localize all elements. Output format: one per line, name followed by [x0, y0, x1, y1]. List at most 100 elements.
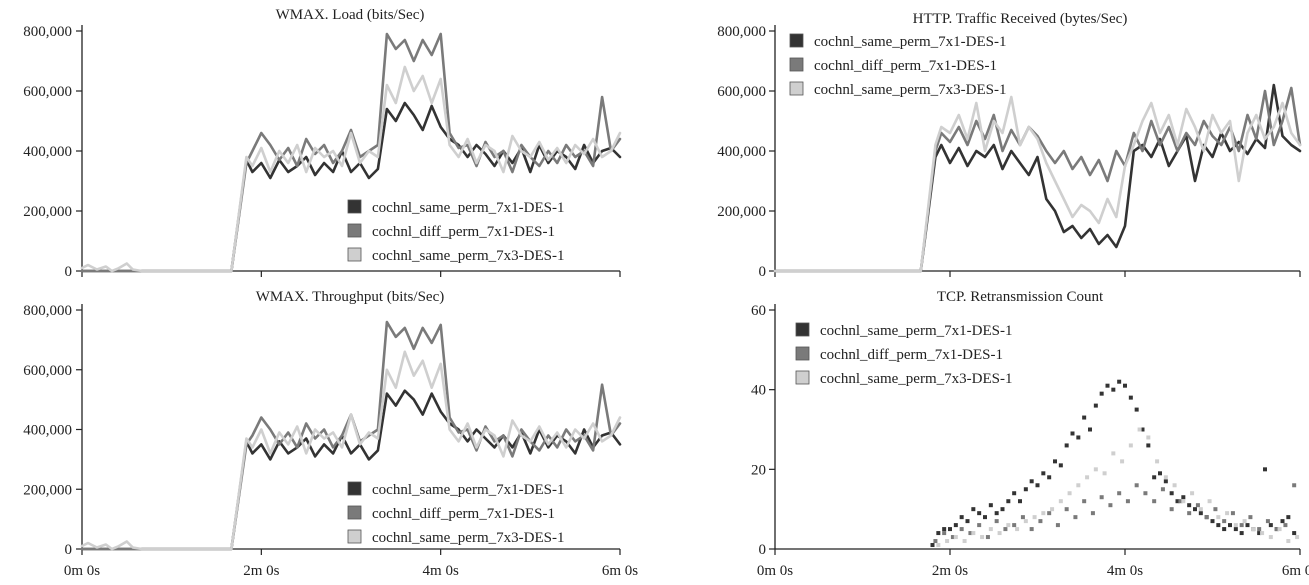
- scatter-point: [1134, 483, 1139, 488]
- y-tick-label: 60: [751, 303, 766, 319]
- scatter-point: [1265, 519, 1270, 524]
- scatter-point: [948, 527, 952, 532]
- scatter-point: [1090, 511, 1095, 516]
- legend-swatch: [347, 505, 362, 520]
- chart-title: TCP. Retransmission Count: [937, 289, 1104, 305]
- scatter-point: [1023, 487, 1028, 492]
- y-tick-label: 0: [65, 264, 73, 280]
- scatter-point: [1213, 507, 1218, 512]
- chart-tcp: TCP. Retransmission Count 0 20 40 60 0m 0s 2m …: [751, 289, 1309, 579]
- scatter-point: [1204, 515, 1209, 520]
- scatter-point: [1210, 519, 1215, 524]
- scatter-point: [1172, 483, 1177, 488]
- scatter-point: [1006, 523, 1011, 528]
- scatter-point: [1175, 499, 1180, 504]
- scatter-point: [1064, 507, 1069, 512]
- scatter-point: [1032, 515, 1037, 520]
- scatter-point: [1120, 459, 1125, 464]
- scatter-point: [1286, 515, 1291, 520]
- chart-title: WMAX. Throughput (bits/Sec): [256, 289, 444, 305]
- x-tick-label: 6m 0s: [602, 563, 638, 579]
- y-tick-label: 800,000: [23, 303, 72, 319]
- scatter-point: [1117, 379, 1122, 384]
- scatter-point: [1283, 523, 1288, 528]
- y-tick-label: 200,000: [23, 204, 72, 220]
- scatter-point: [1158, 471, 1162, 476]
- scatter-point: [1257, 531, 1262, 536]
- y-tick-label: 40: [751, 383, 766, 399]
- scatter-point: [1041, 511, 1046, 516]
- scatter-point: [1277, 527, 1282, 532]
- scatter-point: [1152, 499, 1157, 504]
- scatter-point: [1047, 511, 1052, 516]
- scatter-point: [1029, 479, 1034, 484]
- legend: cochnl_same_perm_7x1-DES-1 cochnl_diff_pe…: [347, 199, 564, 264]
- legend-swatch: [789, 57, 804, 72]
- scatter-point: [1263, 467, 1267, 472]
- scatter-point: [1015, 527, 1020, 532]
- scatter-point: [1248, 515, 1253, 520]
- scatter-point: [1085, 475, 1090, 480]
- legend-swatch: [789, 81, 804, 96]
- scatter-point: [994, 511, 999, 516]
- chart-throughput: WMAX. Throughput (bits/Sec) 0 200,000 400,0…: [23, 289, 638, 579]
- scatter-point: [1018, 499, 1022, 504]
- scatter-point: [1128, 395, 1133, 400]
- scatter-point: [1117, 491, 1122, 496]
- scatter-point: [1067, 491, 1072, 496]
- series-line-3: [773, 95, 1302, 273]
- legend-label: cochnl_diff_perm_7x1-DES-1: [372, 506, 555, 522]
- scatter-point: [1239, 531, 1244, 536]
- y-tick-label: 400,000: [23, 423, 72, 439]
- scatter-point: [1268, 535, 1273, 540]
- scatter-point: [1207, 499, 1212, 504]
- scatter-point: [1225, 511, 1230, 516]
- scatter-point: [1064, 443, 1069, 448]
- scatter-point: [1102, 471, 1107, 476]
- legend-label: cochnl_same_perm_7x1-DES-1: [372, 200, 564, 216]
- scatter-point: [942, 531, 947, 536]
- y-tick-label: 200,000: [717, 204, 766, 220]
- y-tick-label: 800,000: [23, 24, 72, 40]
- legend-label: cochnl_diff_perm_7x1-DES-1: [820, 347, 1003, 363]
- legend: cochnl_same_perm_7x1-DES-1 cochnl_diff_pe…: [795, 322, 1012, 387]
- scatter-point: [1216, 523, 1221, 528]
- scatter-point: [1239, 523, 1244, 528]
- legend-label: cochnl_same_perm_7x3-DES-1: [814, 82, 1006, 98]
- scatter-point: [965, 519, 970, 524]
- scatter-point: [1012, 523, 1017, 528]
- legend-swatch: [347, 223, 362, 238]
- legend-swatch: [347, 481, 362, 496]
- scatter-point: [1137, 427, 1142, 432]
- scatter-point: [1099, 495, 1104, 500]
- scatter-point: [959, 527, 964, 532]
- scatter-point: [988, 503, 993, 508]
- series-line-3: [80, 65, 622, 273]
- series-line-3: [80, 350, 622, 551]
- legend-swatch: [347, 247, 362, 262]
- y-tick-label: 600,000: [717, 84, 766, 100]
- y-tick-label: 400,000: [23, 144, 72, 160]
- scatter-point: [950, 535, 955, 540]
- scatter-point: [1295, 535, 1300, 540]
- scatter-point: [997, 531, 1002, 536]
- scatter-point: [1076, 483, 1081, 488]
- scatter-point: [1280, 519, 1285, 524]
- scatter-point: [1058, 463, 1063, 468]
- scatter-point: [933, 539, 938, 544]
- scatter-point: [945, 539, 950, 544]
- scatter-point: [1274, 527, 1279, 532]
- scatter-point: [1163, 479, 1168, 484]
- scatter-point: [942, 527, 947, 532]
- series-line-2: [80, 32, 622, 273]
- scatter-point: [1155, 459, 1160, 464]
- scatter-point: [1055, 523, 1060, 528]
- legend-swatch: [347, 199, 362, 214]
- scatter-point: [1169, 491, 1174, 496]
- y-tick-label: 600,000: [23, 84, 72, 100]
- scatter-point: [1257, 527, 1262, 532]
- scatter-point: [1093, 403, 1098, 408]
- scatter-point: [985, 535, 990, 540]
- scatter-point: [1143, 491, 1148, 496]
- y-tick-label: 400,000: [717, 144, 766, 160]
